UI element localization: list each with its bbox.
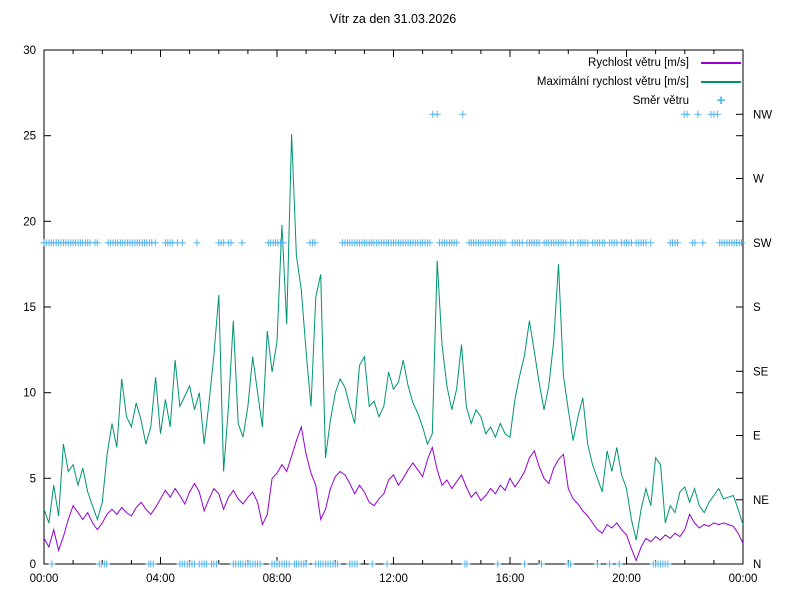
legend-label-wind-speed: Rychlost větru [m/s] bbox=[588, 56, 689, 69]
y-axis-ticks: 0 5 10 15 20 25 30 bbox=[23, 45, 743, 571]
svg-text:04:00: 04:00 bbox=[146, 573, 175, 585]
legend-label-wind-direction: Směr větru bbox=[632, 94, 689, 107]
legend-item-wind-speed: Rychlost větru [m/s] bbox=[537, 53, 743, 72]
series-wind-direction bbox=[40, 110, 745, 568]
svg-text:00:00: 00:00 bbox=[30, 573, 59, 585]
svg-text:N: N bbox=[753, 559, 761, 571]
svg-text:W: W bbox=[753, 174, 764, 186]
svg-text:10: 10 bbox=[23, 388, 36, 400]
x-axis-ticks: 00:00 04:00 08:00 12:00 16:00 20:00 00:00 bbox=[30, 50, 758, 585]
svg-text:S: S bbox=[753, 302, 761, 314]
chart-title: Vítr za den 31.03.2026 bbox=[329, 12, 457, 26]
svg-text:20:00: 20:00 bbox=[612, 573, 641, 585]
y2-axis-direction-labels: N NE E SE S SW W NW bbox=[736, 109, 772, 571]
svg-text:5: 5 bbox=[30, 473, 36, 485]
svg-text:SW: SW bbox=[753, 238, 772, 250]
svg-text:16:00: 16:00 bbox=[496, 573, 525, 585]
chart-legend: Rychlost větru [m/s] Maximální rychlost … bbox=[537, 53, 743, 110]
svg-text:30: 30 bbox=[23, 45, 36, 57]
svg-text:00:00: 00:00 bbox=[729, 573, 758, 585]
svg-text:25: 25 bbox=[23, 131, 36, 143]
series-wind-speed bbox=[43, 424, 744, 563]
svg-text:15: 15 bbox=[23, 302, 36, 314]
svg-text:SE: SE bbox=[753, 366, 769, 378]
svg-text:08:00: 08:00 bbox=[263, 573, 292, 585]
plot-frame bbox=[43, 49, 744, 565]
series-max-wind-speed bbox=[43, 133, 744, 541]
legend-item-wind-direction: Směr větru + bbox=[537, 91, 743, 110]
legend-line-sample-wind-speed bbox=[699, 56, 743, 70]
svg-text:NE: NE bbox=[753, 495, 769, 507]
legend-line-sample-max-wind-speed bbox=[699, 75, 743, 89]
legend-item-max-wind-speed: Maximální rychlost větru [m/s] bbox=[537, 72, 743, 91]
svg-text:20: 20 bbox=[23, 216, 36, 228]
svg-text:12:00: 12:00 bbox=[379, 573, 408, 585]
svg-text:0: 0 bbox=[30, 559, 36, 571]
legend-plus-marker-icon: + bbox=[716, 91, 726, 109]
legend-label-max-wind-speed: Maximální rychlost větru [m/s] bbox=[536, 75, 689, 88]
svg-text:NW: NW bbox=[753, 109, 772, 121]
svg-text:E: E bbox=[753, 431, 761, 443]
